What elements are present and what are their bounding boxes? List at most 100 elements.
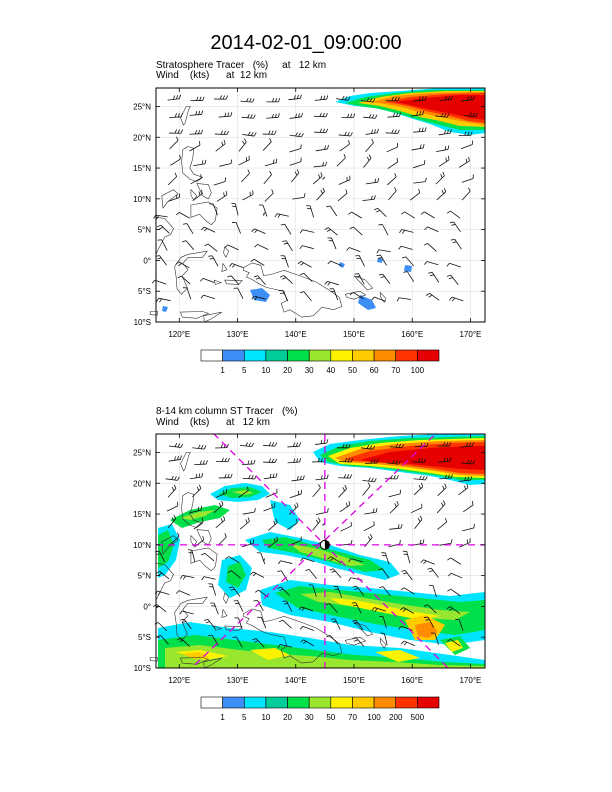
colorbar-swatch — [200, 349, 223, 362]
coastline — [344, 636, 367, 646]
wind-barb — [175, 261, 190, 269]
wind-barb — [215, 516, 226, 529]
coastline — [203, 657, 222, 669]
wind-barb — [291, 475, 305, 482]
colorbar-swatch — [308, 349, 332, 362]
wind-barb — [264, 189, 274, 202]
wind-barb — [399, 229, 414, 234]
wind-barb — [365, 459, 379, 464]
wind-barb — [277, 644, 292, 649]
coastline — [321, 176, 326, 180]
wind-barb — [156, 297, 171, 303]
wind-barb — [262, 138, 272, 151]
wind-barb — [240, 97, 255, 103]
panel2-wind-barbs — [153, 439, 476, 649]
wind-barb — [201, 552, 215, 562]
wind-barb — [413, 177, 427, 184]
location-marker-half — [324, 540, 330, 550]
wind-barb — [438, 129, 452, 136]
wind-barb — [336, 154, 346, 167]
wind-barb — [329, 568, 342, 579]
wind-barb — [209, 203, 218, 216]
wind-barb — [385, 96, 400, 102]
wind-barb — [239, 442, 255, 447]
x-tick-label: 160°E — [401, 330, 423, 339]
wind-barb — [297, 260, 312, 268]
wind-barb — [461, 187, 471, 201]
wind-barb — [151, 279, 167, 285]
panel1-axis-ticks: 120°E 130°E 140°E 150°E 160°E 170°E 25°N 20°N 15… — [133, 88, 485, 339]
colorbar-label: 1 — [220, 713, 225, 722]
wind-barb — [351, 602, 362, 614]
wind-barb — [213, 177, 226, 186]
wind-barb — [308, 584, 317, 597]
wind-barb — [327, 237, 337, 250]
wind-barb — [241, 113, 256, 119]
wind-barb — [436, 145, 450, 152]
wind-barb — [189, 141, 201, 152]
coastline — [223, 592, 230, 604]
wind-barb — [168, 455, 182, 462]
wind-barb — [280, 223, 292, 235]
wind-barb — [378, 273, 391, 284]
wind-barb — [256, 552, 266, 565]
wind-barb — [313, 161, 327, 168]
wind-barb — [401, 211, 416, 219]
wind-barb — [439, 95, 453, 101]
wind-barb — [361, 97, 376, 103]
wind-barb — [362, 482, 371, 496]
y-tick-label: 10°S — [134, 318, 151, 327]
colorbar-label: 50 — [326, 713, 335, 722]
wind-barb — [365, 178, 380, 185]
wind-barb — [278, 619, 292, 629]
wind-barb — [336, 443, 351, 449]
wind-barb — [352, 585, 365, 596]
wind-barb — [182, 223, 194, 235]
wind-barb — [462, 501, 474, 513]
wind-barb — [204, 243, 218, 252]
wind-barb — [251, 295, 266, 301]
wind-barb — [241, 459, 256, 466]
coastline — [224, 625, 243, 631]
wind-barb — [423, 604, 437, 614]
y-tick-label: 5°N — [138, 226, 152, 235]
wind-barb — [401, 256, 414, 267]
wind-barb — [446, 274, 459, 285]
coastline — [174, 596, 208, 641]
wind-barb — [458, 476, 473, 482]
coastline — [181, 146, 204, 182]
x-tick-label: 150°E — [343, 676, 365, 685]
wind-barb — [169, 129, 183, 134]
wind-barb — [251, 228, 266, 234]
wind-barb — [312, 484, 321, 498]
panel2-title-line1: 8-14 km column ST Tracer (%) — [156, 406, 298, 417]
x-tick-label: 170°E — [459, 330, 481, 339]
y-tick-label: 10°S — [134, 664, 151, 673]
wind-barb — [364, 508, 378, 515]
wind-barb — [210, 602, 219, 615]
wind-barb — [289, 112, 303, 119]
x-tick-label: 140°E — [285, 676, 307, 685]
colorbar-swatch — [373, 696, 397, 709]
wind-barb — [233, 600, 244, 612]
wind-barb — [299, 245, 314, 250]
wind-barb — [299, 625, 315, 631]
wind-barb — [435, 171, 445, 185]
wind-barb — [414, 515, 423, 529]
colorbar-label: 5 — [242, 366, 247, 375]
wind-barb — [232, 221, 241, 234]
wind-barb — [203, 618, 216, 629]
colorbar-swatch — [222, 696, 245, 709]
y-tick-label: 0° — [143, 602, 151, 611]
wind-barb — [376, 254, 387, 266]
coastline — [196, 183, 212, 200]
colorbar-label: 70 — [348, 713, 357, 722]
coastline — [149, 657, 159, 662]
wind-barb — [289, 536, 302, 546]
wind-barb — [401, 570, 413, 581]
wind-barb — [420, 211, 435, 219]
colorbar-label: 40 — [326, 366, 335, 375]
wind-barb — [338, 474, 353, 479]
y-tick-label: 20°N — [133, 133, 151, 142]
wind-barb — [340, 522, 352, 532]
